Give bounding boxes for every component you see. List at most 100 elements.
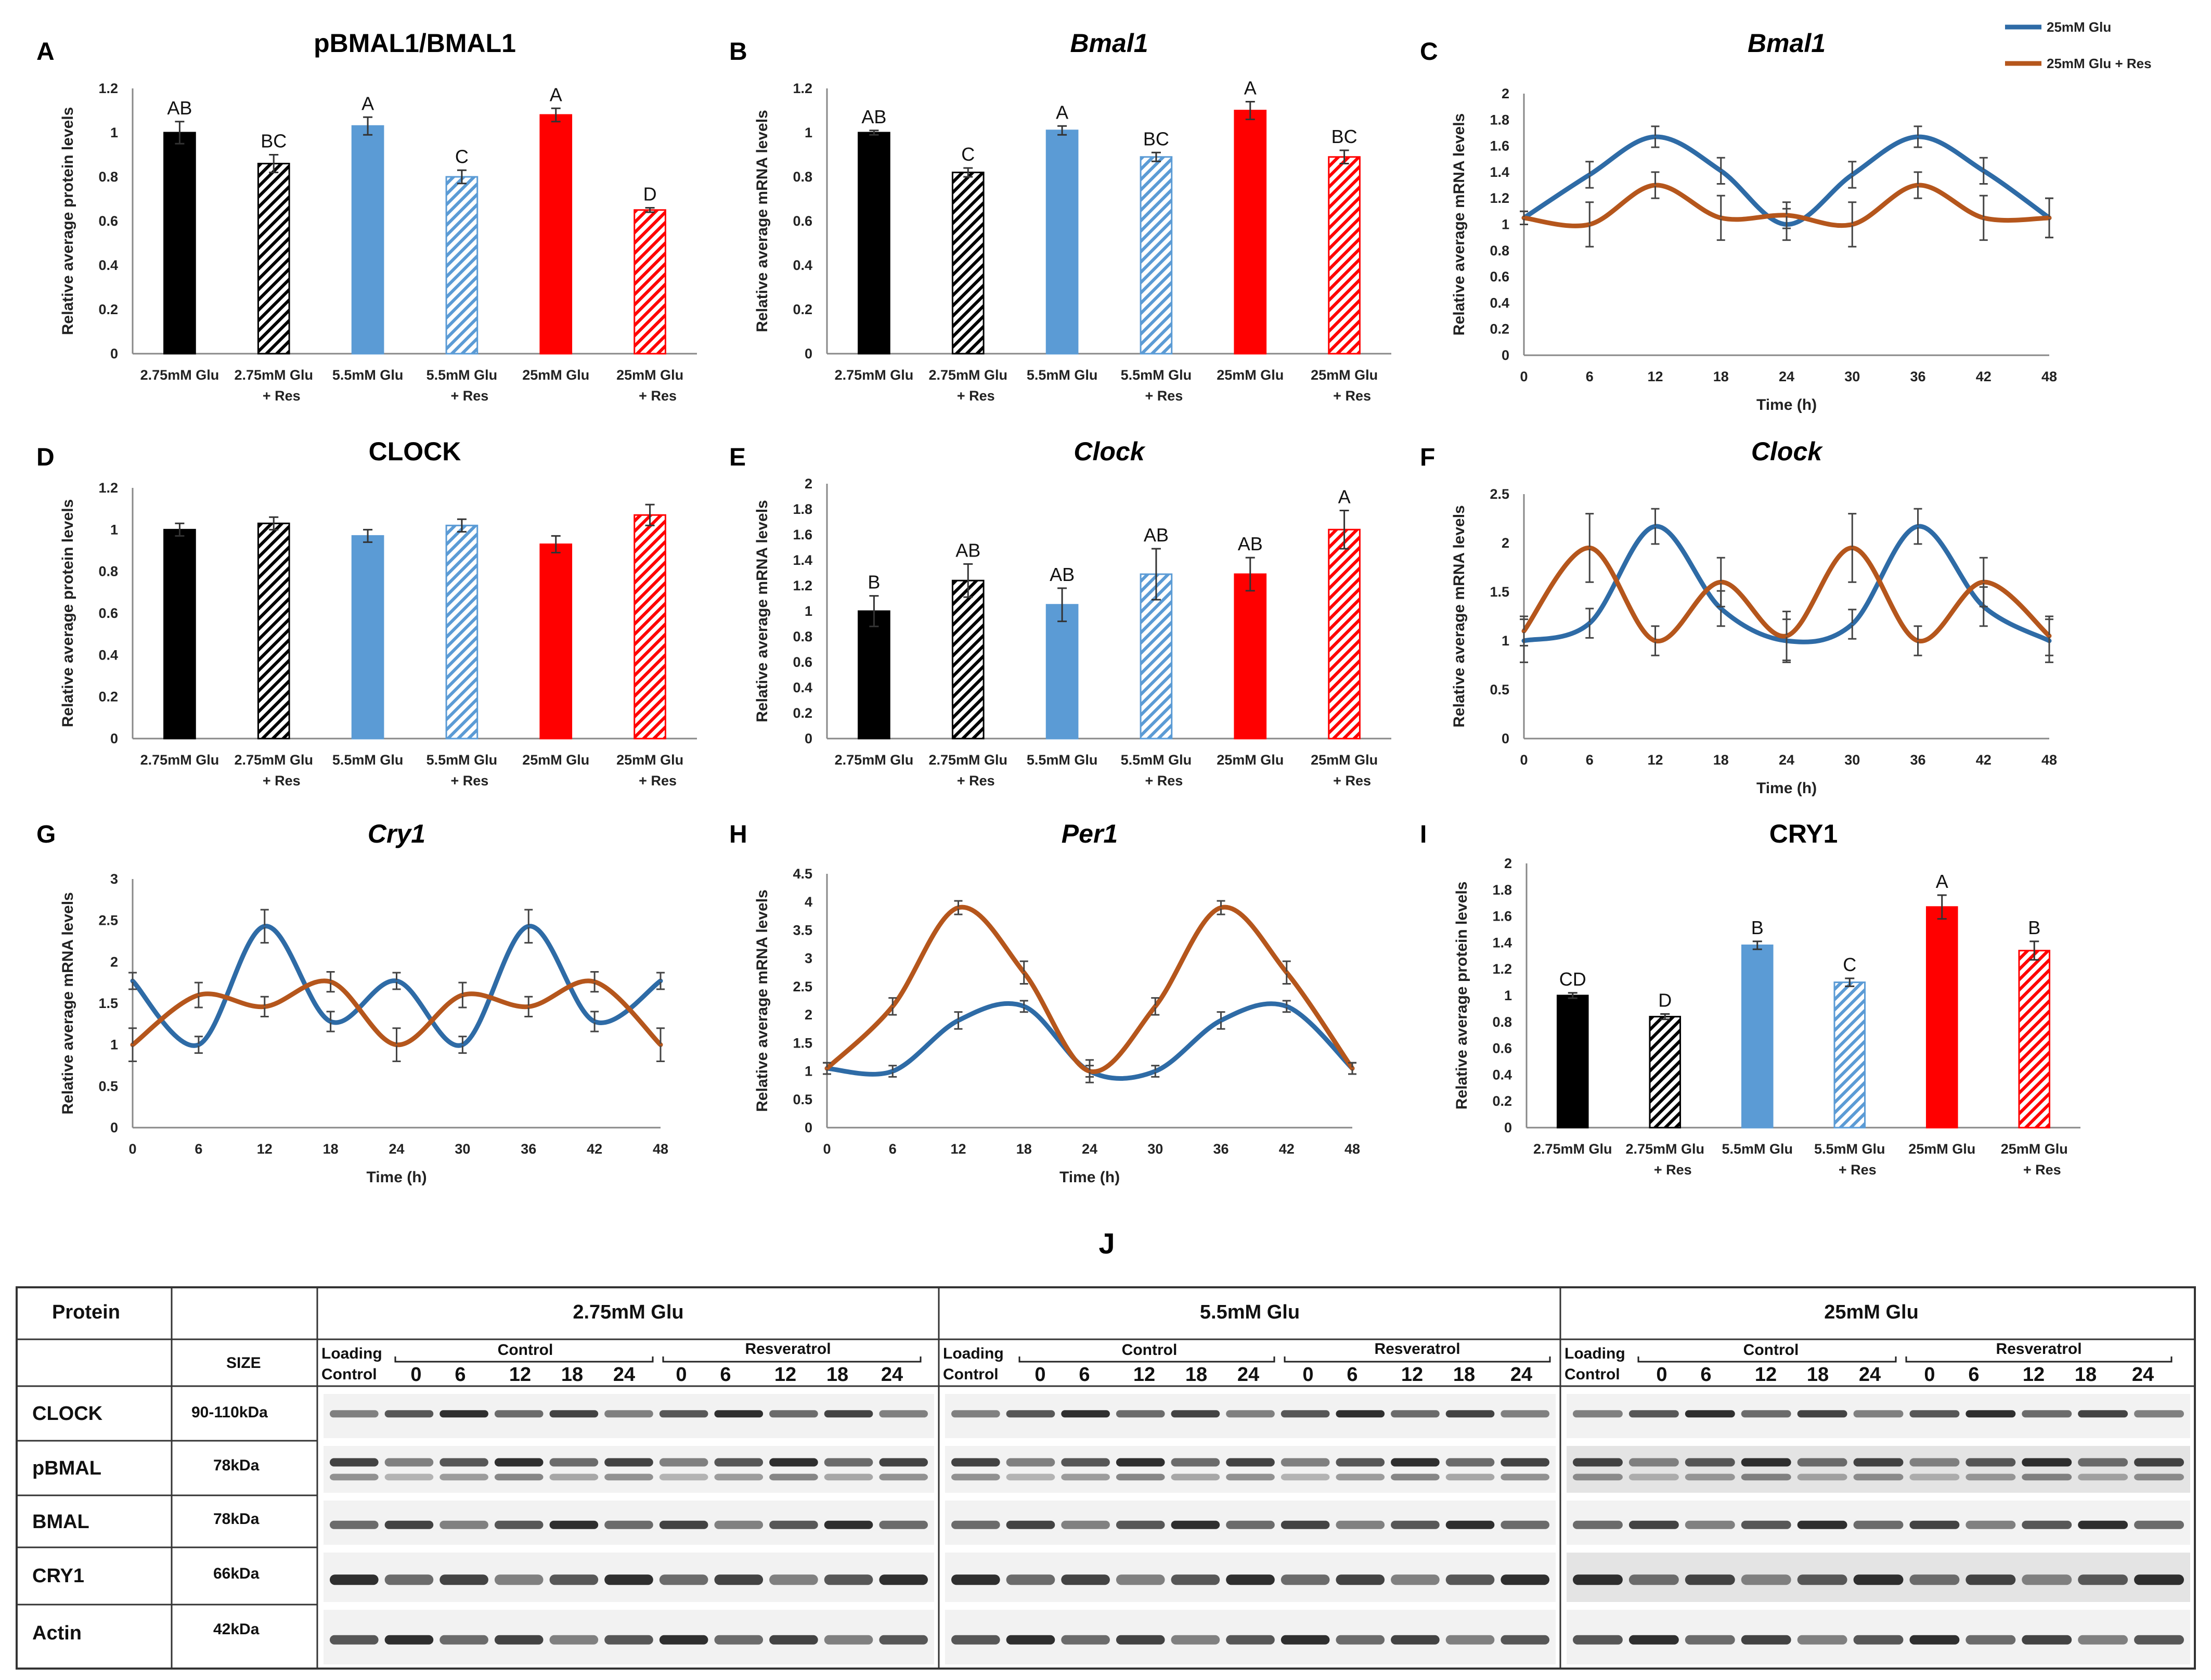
header-size: SIZE — [226, 1354, 261, 1372]
blot-band — [330, 1520, 379, 1529]
y-tick-label: 0.6 — [1492, 1041, 1512, 1056]
blot-band — [951, 1635, 1000, 1645]
blot-band — [549, 1410, 599, 1418]
loading-label: Loading — [1564, 1345, 1625, 1362]
x-tick-label: 25mM Glu — [522, 752, 589, 768]
blot-band-secondary — [824, 1474, 873, 1481]
time-label: 12 — [1401, 1364, 1423, 1386]
data-point — [461, 994, 464, 997]
x-tick-label-line2: + Res — [451, 773, 489, 789]
y-axis-label: Relative average protein levels — [59, 107, 76, 335]
blot-band-secondary — [879, 1474, 928, 1481]
significance-label: AB — [1238, 533, 1263, 554]
x-tick-label: 25mM Glu — [1311, 752, 1378, 768]
y-tick-label: 0.4 — [1490, 295, 1509, 311]
x-tick-label: 36 — [1213, 1141, 1229, 1157]
chart-title: Per1 — [1062, 819, 1118, 848]
blot-band — [1966, 1458, 2016, 1467]
data-point — [1588, 223, 1591, 226]
data-point — [329, 1020, 332, 1023]
data-point — [1588, 547, 1591, 549]
time-label: 6 — [720, 1364, 731, 1386]
data-point — [593, 980, 596, 983]
blot-band — [2022, 1574, 2072, 1585]
blot-band — [439, 1574, 488, 1585]
blot-band — [1171, 1574, 1220, 1585]
x-tick-label-line2: + Res — [639, 773, 677, 789]
y-tick-label: 2 — [805, 476, 812, 492]
y-tick-label: 1 — [1502, 633, 1509, 649]
x-tick-label-line2: + Res — [957, 388, 995, 404]
x-tick-label: 12 — [257, 1141, 273, 1157]
x-tick-label-line2: + Res — [1654, 1162, 1692, 1178]
loading-label: Control — [943, 1366, 999, 1383]
blot-band — [1171, 1635, 1220, 1645]
significance-label: AB — [955, 539, 980, 561]
time-label: 12 — [1755, 1364, 1777, 1386]
blot-band — [951, 1458, 1000, 1467]
blot-band — [384, 1635, 434, 1645]
blot-band — [494, 1635, 544, 1645]
data-point — [263, 1005, 266, 1008]
panel-letter: A — [36, 38, 55, 66]
significance-label: A — [1244, 77, 1257, 99]
y-axis-label: Relative average mRNA levels — [754, 500, 771, 722]
y-tick-label: 0.2 — [98, 302, 118, 317]
x-tick-label: 12 — [1647, 752, 1663, 768]
y-tick-label: 0 — [110, 731, 118, 746]
data-point — [461, 1043, 464, 1046]
x-tick-label: 48 — [653, 1141, 668, 1157]
blot-band-secondary — [1853, 1474, 1904, 1481]
x-tick-label-line2: + Res — [263, 773, 301, 789]
x-tick-label-line2: + Res — [451, 388, 489, 404]
x-tick-label: 5.5mM Glu — [1027, 752, 1098, 768]
x-tick-label: 2.75mM Glu — [928, 752, 1007, 768]
bar — [445, 176, 479, 355]
data-point — [1719, 607, 1722, 610]
blot-band — [384, 1574, 434, 1585]
data-point — [1285, 1005, 1288, 1007]
bar — [257, 522, 290, 740]
y-tick-label: 1.6 — [1492, 909, 1512, 924]
blot-band — [1226, 1520, 1275, 1529]
blot-band — [1336, 1520, 1385, 1529]
y-tick-label: 1 — [1502, 217, 1509, 232]
blot-band — [714, 1574, 764, 1585]
data-point — [1917, 640, 1919, 642]
data-point — [891, 1070, 894, 1072]
blot-band — [1628, 1458, 1679, 1467]
x-tick-label: 18 — [323, 1141, 339, 1157]
y-tick-label: 0.2 — [1490, 321, 1509, 337]
blot-band — [2134, 1458, 2184, 1467]
x-tick-label: 42 — [1279, 1141, 1295, 1157]
loading-label: Control — [1564, 1366, 1620, 1383]
y-tick-label: 2 — [110, 954, 118, 970]
blot-band — [1741, 1635, 1791, 1645]
time-label: 24 — [613, 1364, 635, 1386]
blot-band — [2134, 1410, 2184, 1418]
x-tick-label: 36 — [1910, 752, 1925, 768]
x-tick-label: 0 — [1520, 369, 1528, 384]
bar — [539, 543, 573, 740]
y-tick-label: 0.4 — [1492, 1067, 1512, 1082]
time-label: 18 — [2075, 1364, 2097, 1386]
blot-band — [769, 1520, 818, 1529]
y-tick-label: 1.8 — [1492, 882, 1512, 898]
y-tick-label: 0 — [1502, 347, 1509, 363]
panel-letter: B — [729, 38, 747, 66]
y-tick-label: 0.2 — [793, 705, 812, 721]
bar — [951, 172, 985, 355]
data-point — [1285, 971, 1288, 974]
data-point — [1982, 170, 1985, 172]
data-point — [527, 1005, 530, 1008]
y-tick-label: 2 — [1502, 535, 1509, 551]
significance-label: A — [361, 93, 374, 114]
significance-label: A — [1936, 871, 1948, 892]
blot-band-secondary — [439, 1474, 488, 1481]
x-tick-label-line2: + Res — [1145, 773, 1183, 789]
significance-label: C — [455, 146, 469, 167]
bar — [1045, 130, 1079, 355]
y-tick-label: 1 — [805, 1064, 812, 1079]
y-tick-label: 1 — [805, 603, 812, 619]
blot-band-secondary — [2134, 1474, 2184, 1481]
